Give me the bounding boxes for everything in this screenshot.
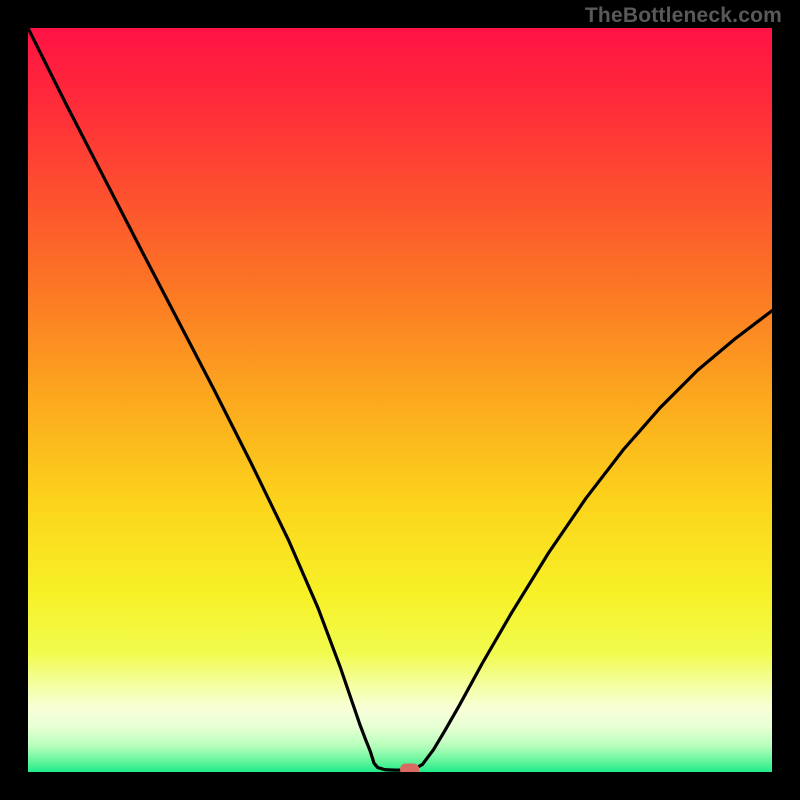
plot-area	[28, 28, 772, 772]
chart-frame: TheBottleneck.com	[0, 0, 800, 800]
watermark-text: TheBottleneck.com	[585, 4, 782, 28]
plot-background	[28, 28, 772, 772]
plot-svg	[28, 28, 772, 772]
optimum-marker	[400, 763, 419, 772]
